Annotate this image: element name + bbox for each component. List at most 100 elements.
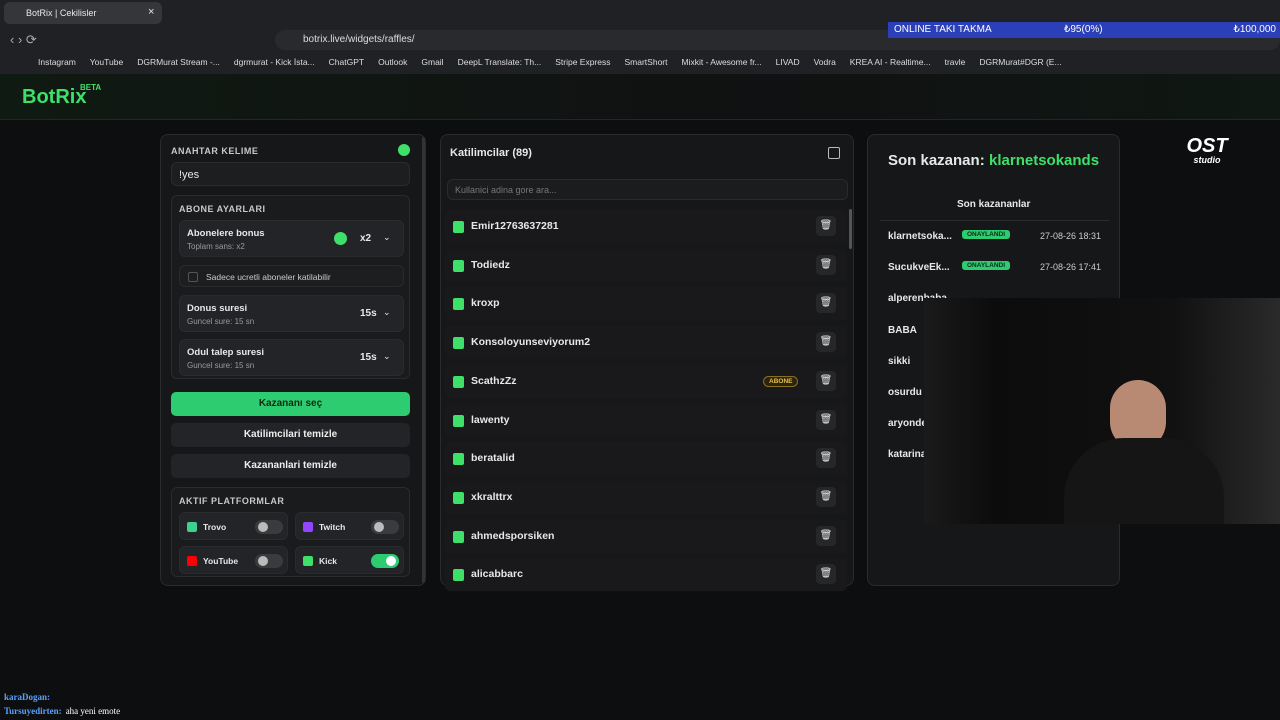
chat-text: aha yeni emote <box>65 706 121 716</box>
participant-name: ScathzZz <box>471 374 517 387</box>
logo[interactable]: BotRix <box>22 86 87 108</box>
bookmark[interactable]: DGRMurat#DGR (E... <box>979 57 1062 67</box>
bonus-row: Abonelere bonus Toplam sans: x2 x2 ⌄ <box>179 220 404 257</box>
chat-user: Tursuyedirten: <box>4 706 62 716</box>
nav-buttons[interactable]: ‹ › ⟳ <box>10 32 37 47</box>
platform-name: Trovo <box>203 522 227 532</box>
toggle[interactable] <box>371 554 399 568</box>
toggle[interactable] <box>371 520 399 534</box>
bookmark[interactable]: Stripe Express <box>555 57 611 67</box>
platforms-label: AKTIF PLATFORMLAR <box>179 496 285 506</box>
platform-name: Kick <box>319 556 337 566</box>
bookmark[interactable]: LIVAD <box>775 57 800 67</box>
winner-date: 27-08-26 17:41 <box>1040 262 1102 273</box>
bookmark[interactable]: Outlook <box>378 57 408 67</box>
platform-name: Twitch <box>319 522 346 532</box>
winner-name: katarina <box>888 449 927 461</box>
bookmark[interactable]: YouTube <box>89 57 124 67</box>
paid-only-row[interactable]: Sadece ucretli aboneler katilabilir <box>179 265 404 287</box>
button[interactable]: Katilimcilari temizle <box>171 423 410 447</box>
toggle-knob <box>258 556 268 566</box>
bonus-sub: Toplam sans: x2 <box>187 242 245 251</box>
goal: ONLINE TAKI TAKMA <box>894 24 992 35</box>
participant-row: alicabbarc 🗑 <box>445 558 847 592</box>
delete-button[interactable]: 🗑 <box>816 409 836 430</box>
last-winner: klarnetsokands <box>989 152 1100 169</box>
platform-icon <box>187 522 197 532</box>
platform-toggle[interactable]: YouTube <box>179 546 288 574</box>
bookmark[interactable]: KREA AI - Realtime... <box>849 57 931 67</box>
participant-name: beratalid <box>471 452 515 465</box>
participant-name: alicabbarc <box>471 568 523 581</box>
search-input[interactable]: Kullanici adina gore ara... <box>447 179 848 200</box>
webcam <box>924 298 1280 524</box>
button[interactable]: Kazananlari temizle <box>171 454 410 478</box>
button[interactable]: Kazananı seç <box>171 392 410 416</box>
bonus-value[interactable]: x2 <box>360 233 372 244</box>
chat-line: Tursuyedirten: aha yeni emote <box>4 704 120 718</box>
bookmark[interactable]: ChatGPT <box>328 57 365 67</box>
bookmark[interactable]: Instagram <box>38 57 76 67</box>
platform-icon <box>303 522 313 532</box>
keyword-input[interactable]: !yes <box>171 162 410 186</box>
bookmark[interactable]: dgrmurat - Kick İsta... <box>233 57 315 67</box>
winner-status: ONAYLANDI <box>962 230 1011 239</box>
tab-close[interactable]: × <box>148 6 155 18</box>
current: ₺95(0%) <box>1064 24 1103 35</box>
delete-button[interactable]: 🗑 <box>816 370 836 391</box>
timer-sub: Guncel sure: 15 sn <box>187 317 255 326</box>
platform-toggle[interactable]: Twitch <box>295 512 404 540</box>
platform-toggle[interactable]: Trovo <box>179 512 288 540</box>
info-icon[interactable] <box>334 232 347 245</box>
delete-button[interactable]: 🗑 <box>816 293 836 314</box>
tab[interactable]: BotRix | Cekilisler × <box>4 2 162 24</box>
delete-button[interactable]: 🗑 <box>816 486 836 507</box>
participant-row: xkralttrx 🗑 <box>445 480 847 514</box>
delete-button[interactable]: 🗑 <box>816 525 836 546</box>
toggle-knob <box>386 556 396 566</box>
delete-button[interactable]: 🗑 <box>816 332 836 353</box>
timer-value[interactable]: 15s <box>360 352 377 363</box>
bookmark[interactable]: SmartShort <box>624 57 668 67</box>
winner-name: osurdu <box>888 387 922 398</box>
bookmark[interactable]: DGRMurat Stream -... <box>137 57 220 67</box>
toggle-knob <box>258 522 268 532</box>
winner-name: aryonde <box>888 418 927 430</box>
bookmark[interactable]: travle <box>944 57 966 67</box>
bookmark[interactable]: Mixkit - Awesome fr... <box>681 57 762 67</box>
bookmark[interactable]: Gmail <box>421 57 444 67</box>
timer-value[interactable]: 15s <box>360 308 377 319</box>
bookmark[interactable]: Vodra <box>813 57 836 67</box>
platform-icon <box>187 556 197 566</box>
toggle[interactable] <box>255 554 283 568</box>
subscriber-label: ABONE AYARLARI <box>179 204 266 214</box>
toggle[interactable] <box>255 520 283 534</box>
copy-button[interactable] <box>828 147 840 159</box>
keyword-label: ANAHTAR KELIME <box>171 146 259 156</box>
delete-button[interactable]: 🗑 <box>816 564 836 585</box>
logo-badge: BETA <box>80 83 102 92</box>
platform-toggle[interactable]: Kick <box>295 546 404 574</box>
info-icon[interactable] <box>398 144 410 156</box>
target: ₺100,000 <box>1233 24 1276 35</box>
kick-icon <box>453 337 464 350</box>
chevron: ⌄ <box>383 307 391 317</box>
delete-button[interactable]: 🗑 <box>816 254 836 275</box>
checkbox[interactable] <box>188 272 198 282</box>
subscriber-badge: ABONE <box>763 375 799 387</box>
delete-button[interactable]: 🗑 <box>816 448 836 469</box>
timer-row: Odul talep suresi Guncel sure: 15 sn 15s ⌄ <box>179 339 404 376</box>
delete-button[interactable]: 🗑 <box>816 216 836 236</box>
shirt <box>1064 438 1224 524</box>
participant-name: Konsoloyunseviyorum2 <box>471 336 591 349</box>
winner-name: sikki <box>888 355 911 367</box>
paid-only-label: Sadece ucretli aboneler katilabilir <box>206 272 331 282</box>
last-winner-label: Son kazanan: <box>888 152 985 169</box>
scrollbar[interactable] <box>849 209 852 249</box>
bonus-label: Abonelere bonus <box>187 228 265 239</box>
kick-icon <box>453 221 464 233</box>
kick-icon <box>453 491 464 504</box>
bookmark[interactable]: DeepL Translate: Th... <box>457 57 542 67</box>
participants-panel: Katilimcilar (89) Kullanici adina gore a… <box>440 134 854 592</box>
scrollbar[interactable] <box>422 137 425 583</box>
